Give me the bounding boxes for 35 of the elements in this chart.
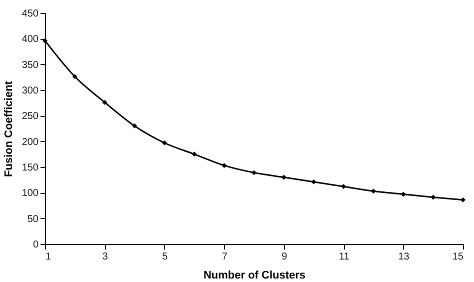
point — [400, 192, 406, 197]
point — [132, 123, 138, 128]
y-tick-label: 0 — [32, 240, 39, 250]
x-tick-label: 3 — [102, 252, 108, 262]
point — [370, 188, 376, 194]
point — [281, 174, 286, 180]
x-tick-label: 15 — [452, 252, 464, 262]
y-tick-label: 400 — [22, 34, 39, 46]
point — [72, 74, 78, 80]
x-tick-label: 11 — [338, 252, 350, 262]
point — [311, 179, 316, 184]
point — [430, 194, 436, 200]
y-tick-label: 300 — [22, 86, 39, 96]
y-tick-label: 150 — [22, 162, 39, 174]
point — [192, 152, 197, 157]
y-tick-label: 200 — [22, 136, 39, 148]
point — [162, 140, 167, 146]
point — [42, 38, 48, 44]
y-axis-title: Fusion Coefficient — [2, 80, 15, 177]
point — [460, 197, 466, 202]
x-tick-label: 7 — [222, 252, 228, 262]
point — [252, 170, 256, 176]
x-tick-label: 1 — [46, 252, 52, 262]
x-tick-label: 9 — [282, 252, 288, 262]
y-tick-label: 250 — [22, 111, 39, 122]
y-tick-label: 350 — [22, 60, 39, 71]
x-tick-label: 13 — [398, 252, 410, 262]
y-tick-label: 450 — [22, 8, 39, 20]
point — [222, 162, 227, 168]
x-tick-label: 5 — [162, 252, 168, 262]
y-tick-label: 100 — [22, 188, 39, 200]
point — [102, 100, 108, 105]
y-tick-label: 50 — [27, 214, 39, 225]
x-axis-title: Number of Clusters — [203, 270, 306, 282]
point — [341, 184, 346, 190]
